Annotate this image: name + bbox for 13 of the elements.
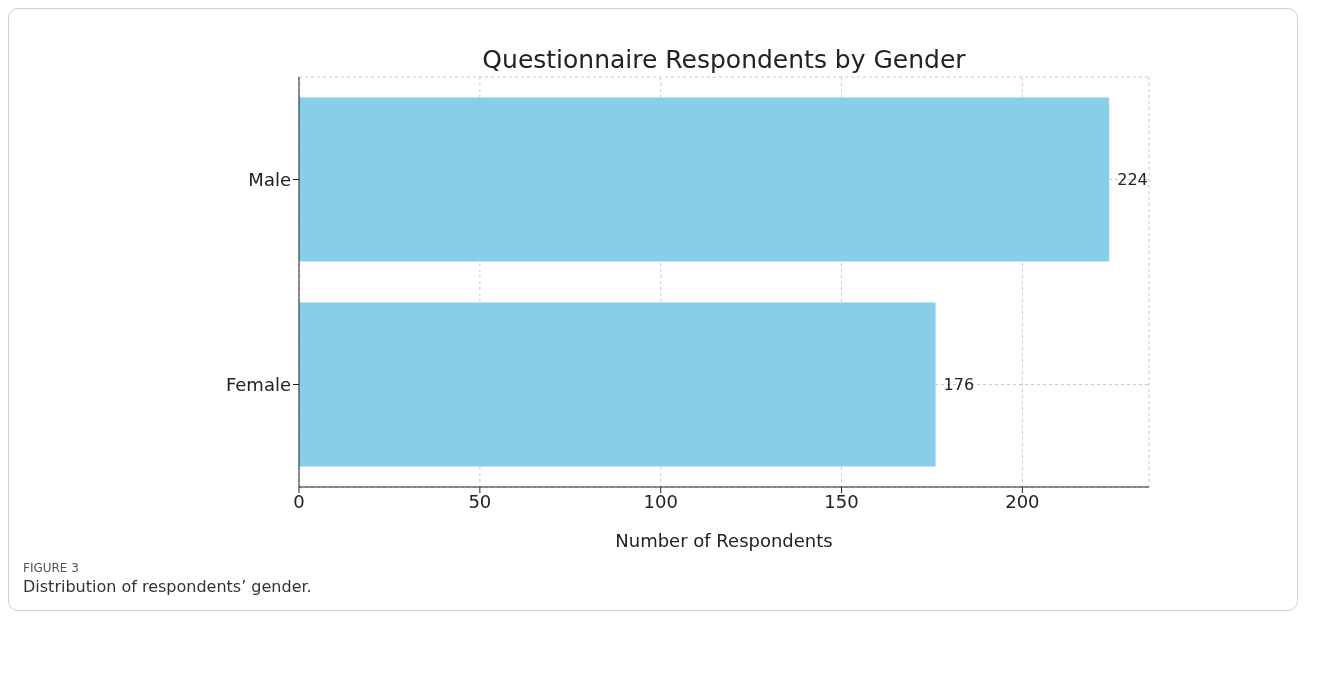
data-label: 224 (1117, 170, 1148, 190)
chart-title: Questionnaire Respondents by Gender (481, 45, 967, 74)
x-tick-label: 50 (468, 490, 492, 512)
data-label: 176 (943, 375, 975, 395)
x-tick-label: 100 (643, 490, 678, 512)
x-axis-title: Number of Respondents (615, 530, 833, 551)
x-tick-label: 0 (293, 490, 305, 512)
x-tick-label: 200 (1005, 490, 1040, 512)
y-tick-label: Male (248, 168, 291, 190)
x-tick-label: 150 (824, 490, 859, 512)
y-tick-label: Female (225, 373, 291, 395)
caption: FIGURE 3 (23, 561, 80, 575)
text: Distribution of respondents’ gender. (23, 577, 313, 596)
